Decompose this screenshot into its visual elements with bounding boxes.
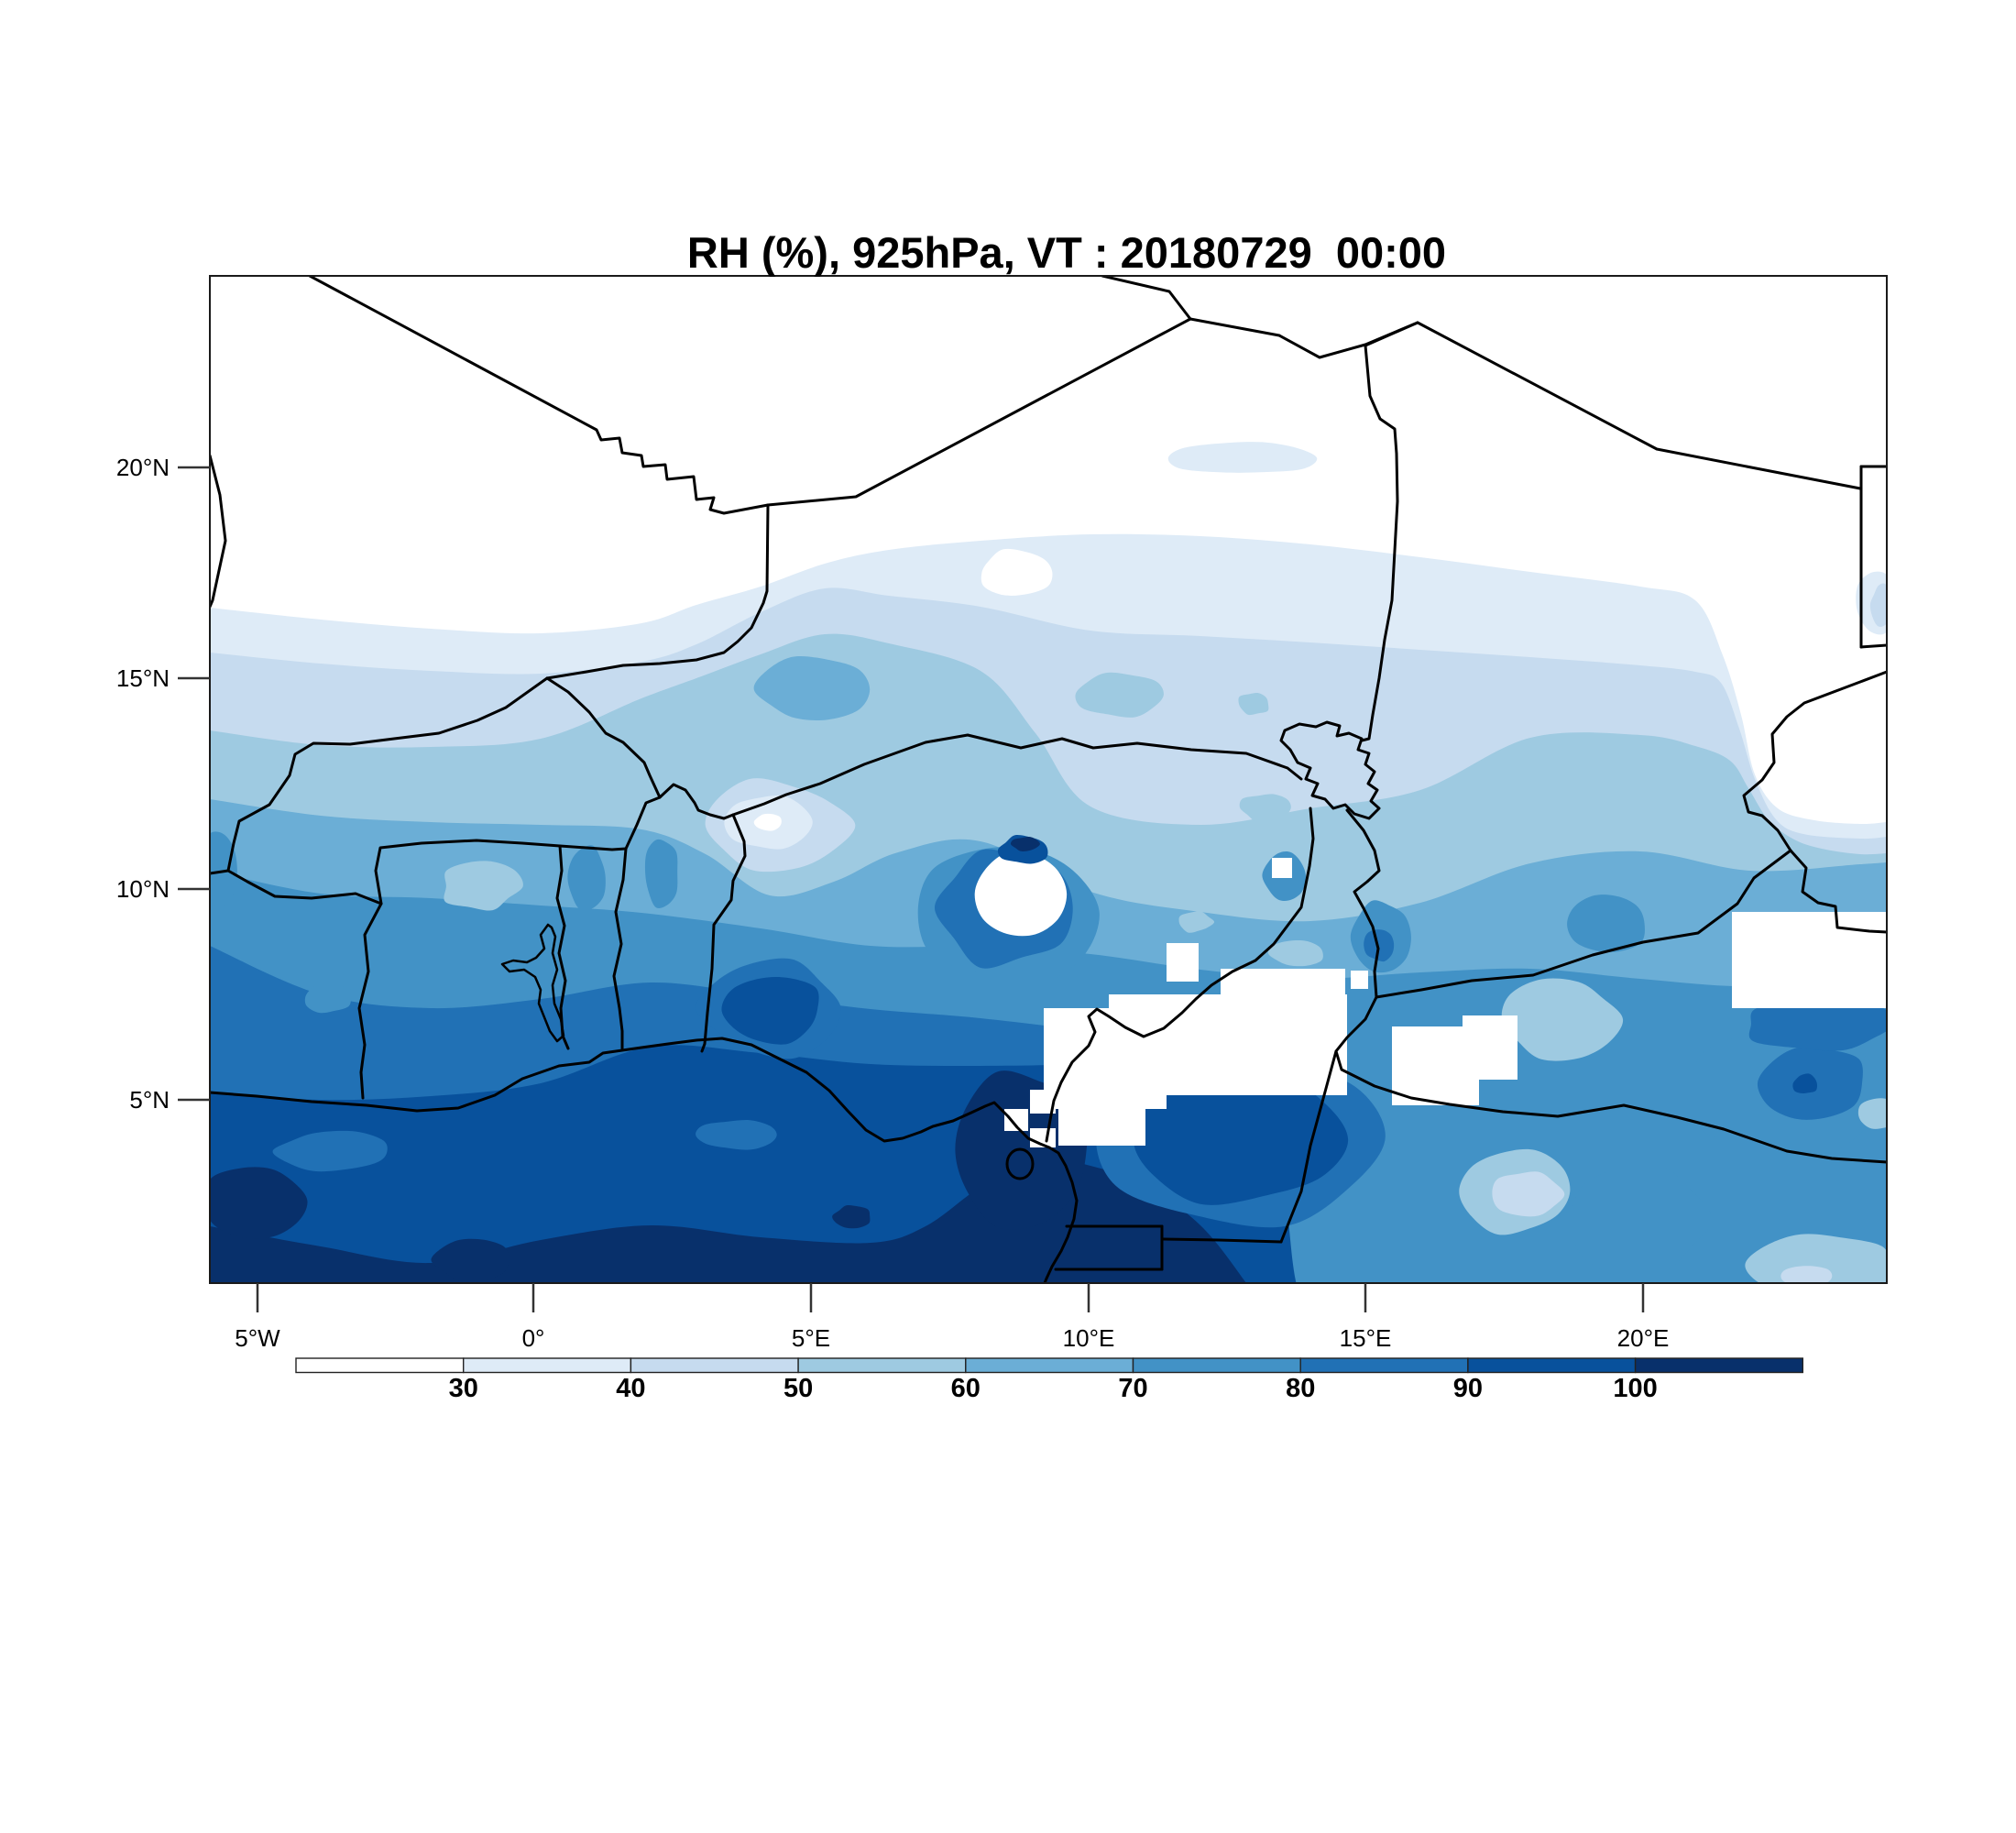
svg-text:40: 40 [616, 1374, 645, 1403]
svg-text:15°E: 15°E [1340, 1324, 1392, 1352]
svg-text:50: 50 [783, 1374, 813, 1403]
svg-text:90: 90 [1453, 1374, 1483, 1403]
svg-text:80: 80 [1286, 1374, 1315, 1403]
svg-text:5°N: 5°N [129, 1086, 170, 1114]
svg-text:20°E: 20°E [1617, 1324, 1670, 1352]
svg-text:5°E: 5°E [792, 1324, 830, 1352]
svg-text:60: 60 [951, 1374, 981, 1403]
svg-text:0°: 0° [522, 1324, 545, 1352]
svg-text:10°N: 10°N [116, 875, 170, 903]
svg-text:70: 70 [1118, 1374, 1147, 1403]
svg-text:20°N: 20°N [116, 454, 170, 481]
svg-text:RH (%), 925hPa, VT : 20180729: RH (%), 925hPa, VT : 20180729 00:00 [687, 228, 1446, 277]
svg-text:5°W: 5°W [235, 1324, 280, 1352]
svg-text:10°E: 10°E [1063, 1324, 1115, 1352]
svg-text:15°N: 15°N [116, 664, 170, 692]
svg-text:100: 100 [1613, 1374, 1657, 1403]
svg-text:30: 30 [449, 1374, 478, 1403]
